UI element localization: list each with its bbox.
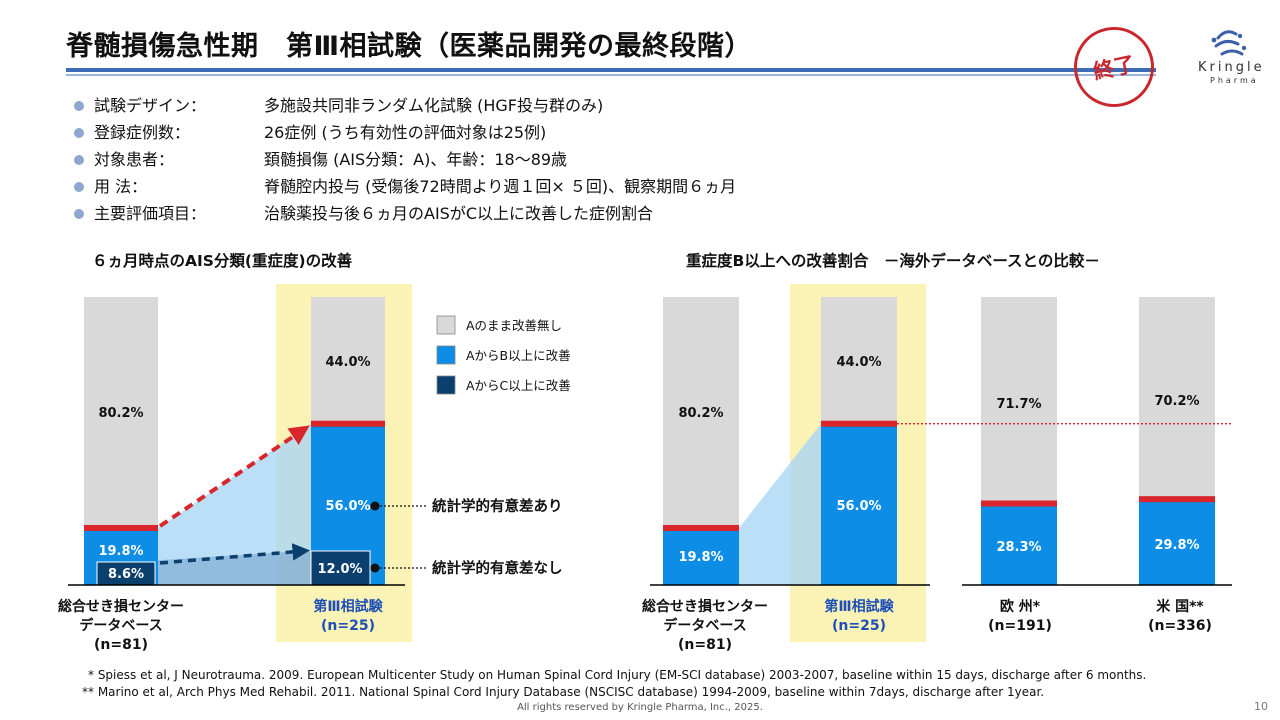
bar-segment-c-improvement (310, 550, 371, 586)
annotation-dot (370, 501, 380, 511)
kringle-logo-icon (1211, 30, 1247, 56)
item-label: 試験デザイン： (94, 96, 207, 115)
value-label: 80.2% (678, 406, 723, 421)
improvement-area (739, 423, 821, 585)
study-summary-list: 試験デザイン： 多施設共同非ランダム化試験 (HGF投与群のみ) 登録症例数： 26… (74, 92, 736, 227)
bar-segment-no-improvement (84, 297, 158, 528)
category-label: データベース (663, 617, 746, 634)
logo-name: Kringle (1198, 60, 1265, 75)
value-label: 70.2% (1154, 394, 1199, 409)
category-label: (n=81) (678, 637, 732, 653)
legend-label: AからC以上に改善 (466, 378, 571, 393)
value-label: 12.0% (317, 562, 362, 577)
annotation-significant: 統計学的有意差あり (432, 497, 563, 515)
legend-label: AからB以上に改善 (466, 348, 571, 363)
item-value: 頚髄損傷 (AIS分類：A)、年齢：18～89歳 (264, 150, 568, 169)
category-label: 総合せき損センター (58, 598, 184, 615)
category-label: 第Ⅲ相試験 (313, 598, 383, 615)
bar-segment-no-improvement (821, 297, 897, 424)
category-label: (n=336) (1148, 618, 1212, 634)
list-item: 登録症例数： 26症例 (うち有効性の評価対象は25例) (74, 119, 736, 146)
legend-swatch (436, 375, 456, 395)
bullet-icon (74, 208, 84, 219)
title-rule (66, 68, 1156, 72)
value-label: 29.8% (1154, 538, 1199, 553)
page-title: 脊髄損傷急性期 第Ⅲ相試験（医薬品開発の最終段階） (66, 31, 753, 62)
category-label: 総合せき損センター (642, 598, 768, 615)
bar-segment-b-improvement (1139, 499, 1215, 585)
bullet-icon (74, 127, 84, 138)
annotation-not-significant: 統計学的有意差なし (432, 559, 563, 577)
value-label: 44.0% (325, 355, 370, 370)
category-label: (n=25) (321, 618, 375, 634)
trend-arrow-b (158, 425, 310, 528)
category-label: 欧 州* (1000, 598, 1041, 615)
bar-threshold-line (84, 524, 158, 531)
legend-label: Aのまま改善無し (466, 318, 562, 333)
item-value: 多施設共同非ランダム化試験 (HGF投与群のみ) (264, 96, 604, 115)
category-label: 第Ⅲ相試験 (824, 598, 894, 615)
legend-swatch (436, 345, 456, 365)
item-value: 治験薬投与後６ヵ月のAISがC以上に改善した症例割合 (264, 204, 653, 223)
page-number: 10 (1254, 700, 1268, 713)
category-label: (n=81) (94, 637, 148, 653)
bullet-icon (74, 154, 84, 165)
list-item: 対象患者： 頚髄損傷 (AIS分類：A)、年齢：18～89歳 (74, 146, 736, 173)
right-chart-title: 重症度B以上への改善割合 －海外データベースとの比較－ (686, 252, 1100, 270)
list-item: 主要評価項目： 治験薬投与後６ヵ月のAISがC以上に改善した症例割合 (74, 200, 736, 227)
value-label: 56.0% (836, 499, 881, 514)
annotation-dot (370, 563, 380, 573)
item-label: 主要評価項目： (94, 204, 207, 223)
bar-segment-b-improvement (663, 527, 739, 585)
bar-segment-no-improvement (311, 297, 385, 424)
copyright: All rights reserved by Kringle Pharma, I… (517, 702, 763, 713)
trend-arrow-c (159, 543, 310, 565)
bar-threshold-line (311, 420, 385, 427)
category-label: (n=25) (832, 618, 886, 634)
category-label: データベース (79, 617, 162, 634)
bullet-icon (74, 181, 84, 192)
footnote-1: * Spiess et al, J Neurotrauma. 2009. Eur… (88, 668, 1147, 682)
list-item: 試験デザイン： 多施設共同非ランダム化試験 (HGF投与群のみ) (74, 92, 736, 119)
bar-segment-b-improvement (821, 423, 897, 585)
bar-segment-no-improvement (1139, 297, 1215, 500)
value-label: 71.7% (996, 397, 1041, 412)
value-label: 19.8% (678, 550, 723, 565)
left-chart-title: ６ヵ月時点のAIS分類(重症度)の改善 (92, 252, 353, 270)
bar-threshold-line (1139, 496, 1215, 503)
item-value: 26症例 (うち有効性の評価対象は25例) (264, 123, 547, 142)
logo-sub: Pharma (1210, 76, 1259, 85)
legend-swatch (436, 315, 456, 335)
item-label: 対象患者： (94, 150, 175, 169)
list-item: 用 法： 脊髄腔内投与 (受傷後72時間より週１回× ５回)、観察期間６ヵ月 (74, 173, 736, 200)
bar-threshold-line (821, 420, 897, 427)
category-label: (n=191) (988, 618, 1052, 634)
value-label: 28.3% (996, 540, 1041, 555)
bar-threshold-line (981, 500, 1057, 507)
bar-segment-no-improvement (981, 297, 1057, 504)
value-label: 44.0% (836, 355, 881, 370)
improvement-area (158, 423, 311, 585)
item-label: 登録症例数： (94, 123, 191, 142)
footnote-2: ** Marino et al, Arch Phys Med Rehabil. … (82, 685, 1045, 699)
title-rule-thin (66, 74, 1156, 76)
bar-segment-b-improvement (981, 503, 1057, 585)
value-label: 8.6% (108, 567, 144, 582)
item-value: 脊髄腔内投与 (受傷後72時間より週１回× ５回)、観察期間６ヵ月 (264, 177, 737, 196)
value-label: 80.2% (98, 406, 143, 421)
value-label: 19.8% (98, 544, 143, 559)
value-label: 56.0% (325, 499, 370, 514)
improvement-area-c (158, 550, 311, 585)
category-label: 米 国** (1156, 598, 1204, 615)
bar-segment-no-improvement (663, 297, 739, 528)
item-label: 用 法： (94, 177, 148, 196)
bullet-icon (74, 100, 84, 111)
bar-threshold-line (663, 524, 739, 531)
